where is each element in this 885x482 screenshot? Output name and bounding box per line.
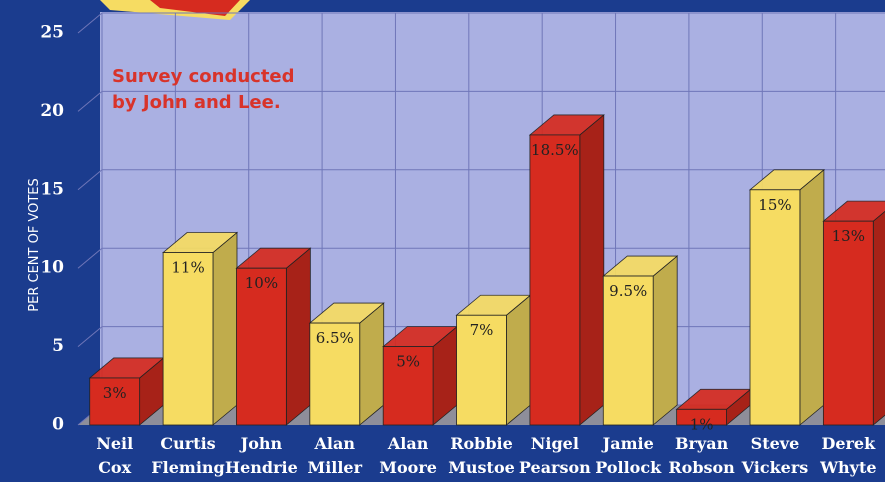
y-tick-label: 10 <box>40 258 64 278</box>
y-tick-label: 25 <box>40 23 64 43</box>
x-tick-label: Alan Miller <box>307 434 363 477</box>
bar-side <box>579 114 605 426</box>
value-label: 10% <box>245 274 278 292</box>
y-tick-label: 0 <box>52 415 64 435</box>
value-label: 1% <box>690 415 714 433</box>
x-tick-label: Robbie Mustoe <box>448 434 515 477</box>
bar <box>456 314 507 426</box>
bar <box>602 275 654 426</box>
value-label: 15% <box>758 196 791 214</box>
bar <box>676 408 727 426</box>
bar <box>162 252 214 426</box>
y-tick-label: 5 <box>52 336 64 356</box>
x-tick-label: Derek Whyte <box>820 434 877 477</box>
logo-corner <box>150 0 240 16</box>
value-label: 11% <box>171 259 204 277</box>
bar <box>382 346 434 426</box>
x-tick-label: Jamie Pollock <box>595 434 662 477</box>
bar <box>89 377 141 426</box>
bar-side <box>212 231 238 426</box>
x-tick-label: John Hendrie <box>225 434 298 477</box>
tick-mark <box>77 91 103 112</box>
tick-mark <box>77 12 103 34</box>
x-tick-label: Steve Vickers <box>741 434 809 477</box>
value-label: 18.5% <box>531 141 579 159</box>
x-tick-label: Neil Cox <box>96 434 134 477</box>
bar-side <box>799 168 825 426</box>
x-tick-label: Alan Moore <box>379 434 437 477</box>
annotation: Survey conducted by John and Lee. <box>112 66 295 113</box>
value-label: 6.5% <box>316 329 354 347</box>
value-label: 9.5% <box>609 282 647 300</box>
bar <box>309 322 361 426</box>
x-tick-label: Bryan Robson <box>668 434 735 477</box>
y-tick-label: 20 <box>40 101 64 121</box>
bar-side <box>506 294 531 426</box>
y-axis-label: PER CENT OF VOTES <box>27 178 42 311</box>
value-label: 13% <box>832 227 865 245</box>
x-tick-label: Nigel Pearson <box>518 434 591 477</box>
value-label: 5% <box>396 353 420 371</box>
bar-side <box>872 210 885 426</box>
bar <box>822 220 874 426</box>
tick-mark <box>77 247 103 269</box>
value-label: 3% <box>103 384 127 402</box>
bar <box>529 134 581 426</box>
bar-side <box>652 255 678 426</box>
bar <box>236 267 287 426</box>
bar-side <box>359 302 385 426</box>
bar-side <box>285 247 311 426</box>
bar <box>749 189 801 426</box>
value-label: 7% <box>470 321 494 339</box>
tick-mark <box>77 326 103 347</box>
y-tick-label: 15 <box>40 179 64 199</box>
x-tick-label: Curtis Fleming <box>151 434 225 477</box>
tick-mark <box>77 169 103 191</box>
